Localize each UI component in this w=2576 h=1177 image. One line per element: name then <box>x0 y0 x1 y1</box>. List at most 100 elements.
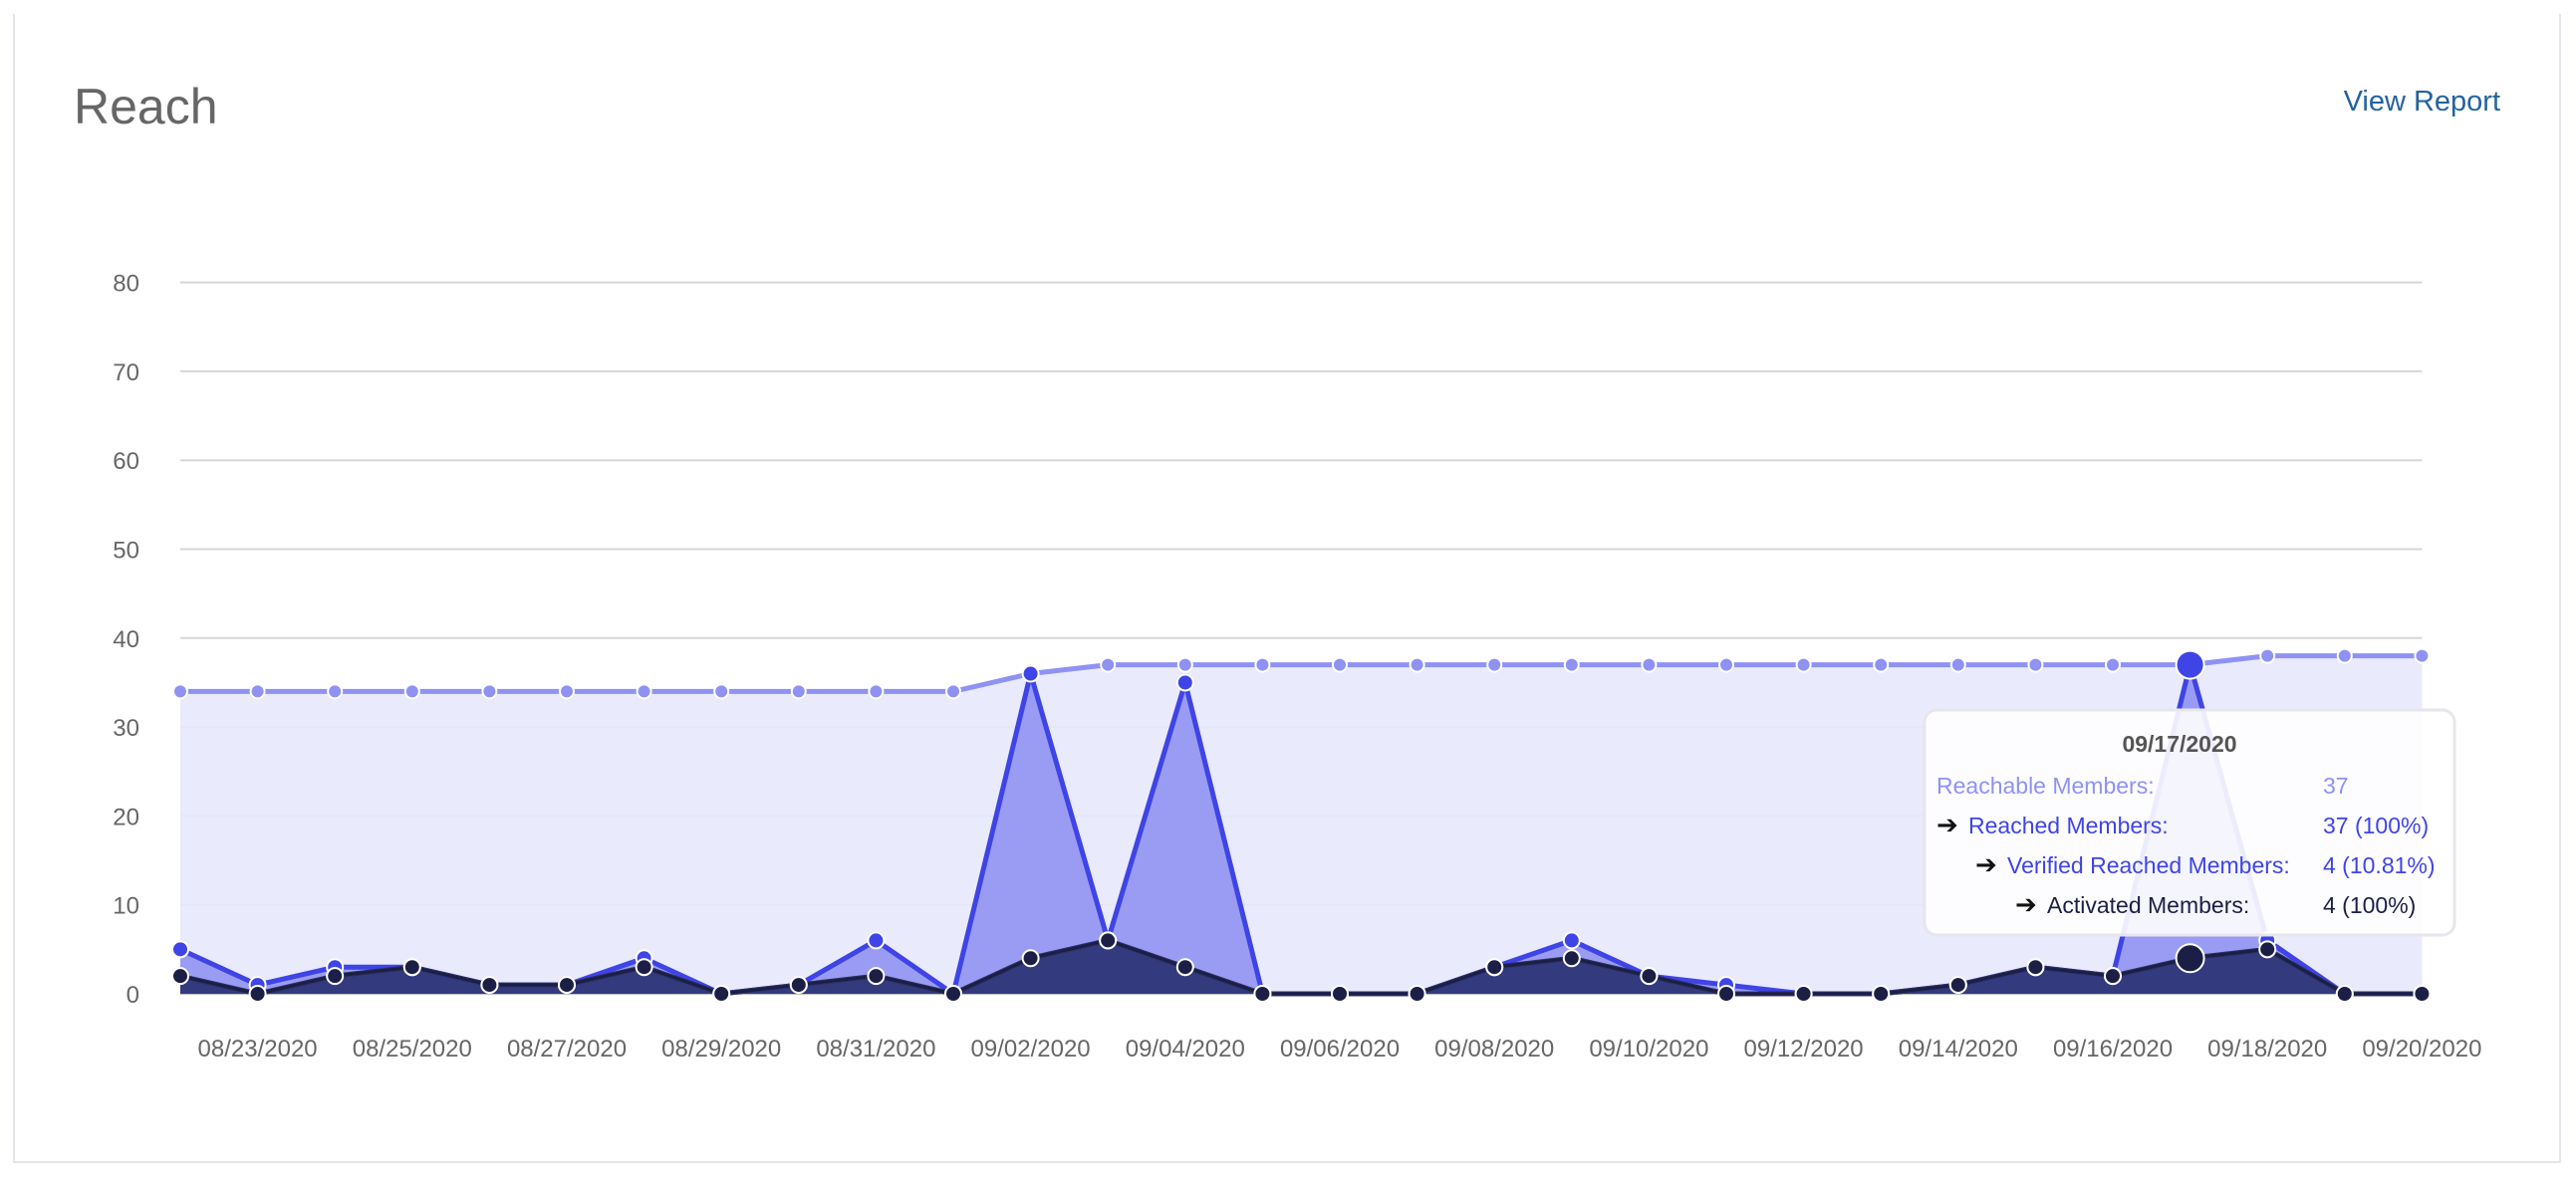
activated-point[interactable] <box>558 976 576 995</box>
reachable-point[interactable] <box>636 683 652 700</box>
activated-point[interactable] <box>1253 985 1272 1003</box>
reachable-point[interactable] <box>1332 656 1348 673</box>
x-tick-label: 08/27/2020 <box>507 1036 627 1062</box>
y-tick-label: 30 <box>113 715 139 742</box>
activated-point[interactable] <box>248 985 267 1003</box>
x-tick-label: 08/31/2020 <box>816 1036 935 1062</box>
tooltip-row-value: 37 (100%) <box>2323 813 2429 838</box>
reachable-point[interactable] <box>2105 656 2121 673</box>
reachable-point[interactable] <box>1254 656 1271 673</box>
activated-point[interactable] <box>2175 943 2205 974</box>
activated-point[interactable] <box>1794 985 1813 1003</box>
verified-area <box>180 940 2423 994</box>
activated-point[interactable] <box>1485 958 1504 977</box>
y-tick-label: 40 <box>113 626 139 653</box>
reachable-point[interactable] <box>2259 647 2276 664</box>
x-tick-label: 09/18/2020 <box>2207 1036 2327 1062</box>
reachable-point[interactable] <box>1949 656 1966 673</box>
activated-point[interactable] <box>2413 985 2432 1003</box>
reachable-point[interactable] <box>403 683 420 700</box>
x-tick-label: 09/02/2020 <box>971 1036 1091 1062</box>
tooltip-row-label: Verified Reached Members: <box>2007 852 2290 878</box>
x-tick-label: 09/10/2020 <box>1589 1036 1708 1062</box>
reachable-point[interactable] <box>1795 656 1812 673</box>
reachable-point[interactable] <box>1641 656 1658 673</box>
reachable-point[interactable] <box>868 683 885 700</box>
tooltip-row-value: 4 (10.81%) <box>2323 852 2436 878</box>
activated-point[interactable] <box>635 958 653 977</box>
reachable-point[interactable] <box>2336 647 2353 664</box>
reached-point[interactable] <box>1021 664 1040 683</box>
reachable-point[interactable] <box>1486 656 1503 673</box>
reachable-point[interactable] <box>1176 656 1193 673</box>
y-tick-label: 80 <box>113 271 139 298</box>
x-tick-label: 09/14/2020 <box>1899 1036 2018 1062</box>
reachable-point[interactable] <box>790 683 807 700</box>
activated-point[interactable] <box>1948 976 1967 995</box>
reachable-point[interactable] <box>2414 647 2431 664</box>
y-tick-label: 20 <box>113 804 139 830</box>
activated-point[interactable] <box>402 958 421 977</box>
reachable-area <box>180 655 2423 994</box>
reachable-point[interactable] <box>2027 656 2044 673</box>
reachable-point[interactable] <box>713 683 730 700</box>
reachable-point[interactable] <box>249 683 266 700</box>
tooltip-row-label: Activated Members: <box>2047 892 2249 918</box>
activated-point[interactable] <box>480 976 499 995</box>
tooltip-row-value: 4 (100%) <box>2323 892 2416 918</box>
reachable-point[interactable] <box>1409 656 1425 673</box>
activated-point[interactable] <box>789 976 808 995</box>
activated-point[interactable] <box>1331 985 1349 1003</box>
reachable-line <box>180 653 2423 694</box>
reachable-point[interactable] <box>559 683 575 700</box>
activated-point[interactable] <box>867 967 886 986</box>
activated-point[interactable] <box>326 967 345 986</box>
reached-point[interactable] <box>867 931 886 950</box>
tooltip-row-label: Reached Members: <box>1968 813 2169 838</box>
reachable-point[interactable] <box>481 683 498 700</box>
activated-point[interactable] <box>712 985 731 1003</box>
activated-point[interactable] <box>2258 940 2277 959</box>
arrow-right-icon: ➔ <box>1975 850 1997 880</box>
activated-point[interactable] <box>1640 967 1659 986</box>
y-tick-label: 50 <box>113 538 139 565</box>
activated-point[interactable] <box>1717 985 1735 1003</box>
activated-point[interactable] <box>1562 949 1581 968</box>
chart-tooltip <box>1923 708 2456 937</box>
activated-point[interactable] <box>1021 949 1040 968</box>
activated-point[interactable] <box>1872 985 1891 1003</box>
activated-point[interactable] <box>1175 958 1194 977</box>
activated-point[interactable] <box>944 985 962 1003</box>
reachable-point[interactable] <box>2175 649 2205 680</box>
x-tick-label: 08/25/2020 <box>353 1036 472 1062</box>
activated-point[interactable] <box>1099 931 1118 950</box>
x-tick-label: 09/04/2020 <box>1126 1036 1245 1062</box>
reachable-point[interactable] <box>172 683 188 700</box>
y-tick-label: 0 <box>127 982 139 1009</box>
activated-point[interactable] <box>2026 958 2045 977</box>
activated-point[interactable] <box>2104 967 2122 986</box>
reachable-point[interactable] <box>327 683 344 700</box>
y-tick-label: 10 <box>113 893 139 920</box>
activated-line <box>179 938 2423 996</box>
x-tick-label: 09/12/2020 <box>1744 1036 1864 1062</box>
x-tick-label: 08/29/2020 <box>661 1036 781 1062</box>
activated-point[interactable] <box>171 967 189 986</box>
reached-point[interactable] <box>171 940 189 959</box>
tooltip-row-label: Reachable Members: <box>1936 773 2155 799</box>
y-tick-label: 70 <box>113 359 139 386</box>
view-report-link[interactable]: View Report <box>2343 86 2500 118</box>
tooltip-date: 09/17/2020 <box>2122 731 2236 757</box>
reached-point[interactable] <box>1562 931 1581 950</box>
reachable-point[interactable] <box>1718 656 1734 673</box>
activated-point[interactable] <box>2335 985 2354 1003</box>
activated-point[interactable] <box>1408 985 1426 1003</box>
x-tick-label: 09/16/2020 <box>2053 1036 2173 1062</box>
x-tick-label: 09/06/2020 <box>1280 1036 1400 1062</box>
reachable-point[interactable] <box>1873 656 1890 673</box>
y-tick-label: 60 <box>113 448 139 475</box>
reachable-point[interactable] <box>945 683 961 700</box>
reachable-point[interactable] <box>1563 656 1580 673</box>
reached-point[interactable] <box>1175 673 1194 692</box>
reachable-point[interactable] <box>1100 656 1117 673</box>
